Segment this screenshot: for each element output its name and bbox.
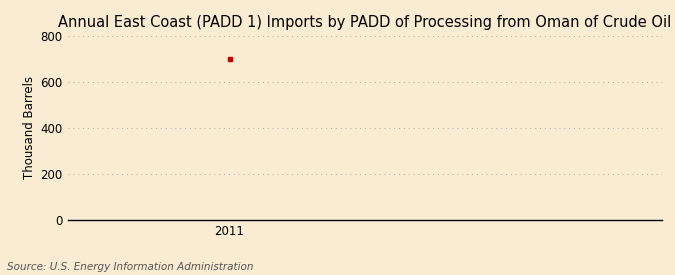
Y-axis label: Thousand Barrels: Thousand Barrels	[23, 76, 36, 180]
Text: Source: U.S. Energy Information Administration: Source: U.S. Energy Information Administ…	[7, 262, 253, 272]
Title: Annual East Coast (PADD 1) Imports by PADD of Processing from Oman of Crude Oil: Annual East Coast (PADD 1) Imports by PA…	[58, 15, 671, 31]
